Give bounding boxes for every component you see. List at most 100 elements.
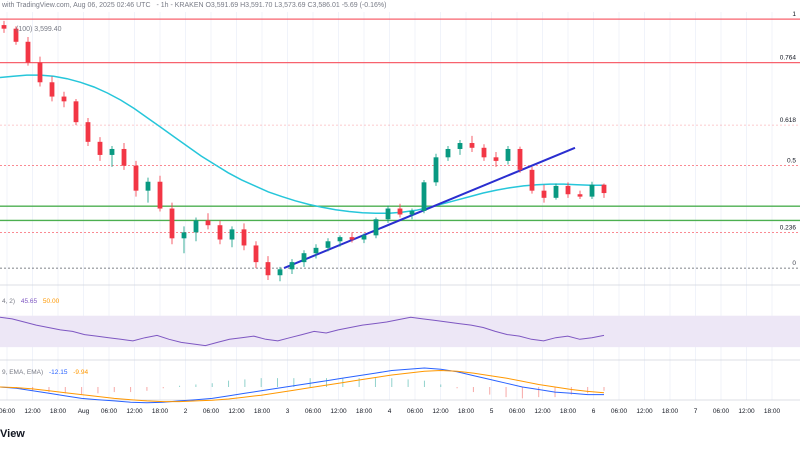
candle-body bbox=[109, 148, 115, 155]
candle-body bbox=[481, 147, 487, 158]
candle-body bbox=[373, 219, 379, 236]
candle-body bbox=[289, 262, 295, 270]
x-tick-label: 12:00 bbox=[738, 408, 755, 415]
candle bbox=[493, 151, 499, 167]
candle-body bbox=[25, 41, 31, 63]
candle bbox=[205, 213, 211, 230]
candle bbox=[469, 135, 475, 152]
candle bbox=[373, 217, 379, 239]
x-tick-label: 4 bbox=[388, 408, 392, 415]
candles bbox=[1, 20, 607, 282]
x-tick-label: 5 bbox=[490, 408, 494, 415]
chart-header: with TradingView.com, Aug 06, 2025 02:46… bbox=[2, 2, 390, 9]
fib-label: 0.764 bbox=[780, 55, 797, 62]
candle-body bbox=[589, 184, 595, 197]
candle-body bbox=[565, 185, 571, 195]
ma-label: (100) 3,599.40 bbox=[16, 26, 62, 33]
candle-body bbox=[49, 82, 55, 97]
x-tick-label: 2 bbox=[184, 408, 188, 415]
x-tick-label: 12:00 bbox=[330, 408, 347, 415]
candle bbox=[253, 241, 259, 269]
candle bbox=[409, 208, 415, 220]
candle-body bbox=[601, 184, 607, 194]
tradingview-logo: View bbox=[0, 428, 25, 440]
x-tick-label: 18:00 bbox=[50, 408, 67, 415]
candle bbox=[181, 226, 187, 254]
candle-body bbox=[469, 143, 475, 148]
fib-label: 0.5 bbox=[787, 158, 796, 165]
candle bbox=[553, 183, 559, 200]
x-tick-label: 06:00 bbox=[611, 408, 628, 415]
candle-body bbox=[409, 210, 415, 215]
candle bbox=[565, 182, 571, 198]
candle bbox=[541, 184, 547, 203]
candle-body bbox=[169, 208, 175, 239]
candle-body bbox=[313, 247, 319, 254]
candle bbox=[157, 175, 163, 212]
candle bbox=[601, 183, 607, 198]
candle-body bbox=[349, 237, 355, 240]
candle bbox=[241, 223, 247, 251]
fib-label: 0.618 bbox=[780, 117, 797, 124]
x-tick-label: 06:00 bbox=[305, 408, 322, 415]
candle-body bbox=[85, 122, 91, 142]
candle bbox=[145, 177, 151, 203]
candle-body bbox=[181, 232, 187, 239]
x-tick-label: 06:00 bbox=[0, 408, 16, 415]
ma-line bbox=[0, 74, 604, 215]
candle bbox=[457, 140, 463, 155]
candle bbox=[325, 238, 331, 252]
x-tick-label: 6 bbox=[592, 408, 596, 415]
trendline bbox=[283, 146, 576, 270]
candle-body bbox=[541, 190, 547, 198]
candle bbox=[97, 137, 103, 161]
x-tick-label: Aug bbox=[78, 408, 90, 415]
candle bbox=[229, 226, 235, 248]
candle bbox=[577, 190, 583, 200]
candle bbox=[289, 259, 295, 275]
ohlc-readout: - 1h - KRAKEN O3,591.69 H3,591.70 L3,573… bbox=[156, 2, 387, 9]
candle-body bbox=[397, 208, 403, 215]
candle bbox=[85, 118, 91, 146]
candle bbox=[277, 266, 283, 282]
candle-body bbox=[133, 165, 139, 191]
candle-body bbox=[37, 62, 43, 83]
candle-body bbox=[277, 269, 283, 276]
candle bbox=[445, 146, 451, 161]
candle bbox=[505, 146, 511, 165]
candle-body bbox=[241, 229, 247, 246]
x-tick-label: 12:00 bbox=[228, 408, 245, 415]
candle-body bbox=[145, 181, 151, 191]
candle bbox=[589, 181, 595, 200]
x-tick-label: 12:00 bbox=[126, 408, 143, 415]
chart-title: with TradingView.com, Aug 06, 2025 02:46… bbox=[2, 2, 151, 9]
x-tick-label: 18:00 bbox=[356, 408, 373, 415]
x-tick-label: 12:00 bbox=[636, 408, 653, 415]
candle-body bbox=[121, 148, 127, 166]
candle-body bbox=[13, 28, 19, 42]
candle bbox=[217, 220, 223, 245]
candle bbox=[517, 146, 523, 173]
x-tick-label: 18:00 bbox=[764, 408, 781, 415]
candle-body bbox=[325, 241, 331, 248]
candle-body bbox=[301, 253, 307, 263]
candle bbox=[49, 76, 55, 102]
x-tick-label: 06:00 bbox=[101, 408, 118, 415]
candle-body bbox=[205, 220, 211, 226]
candle bbox=[349, 232, 355, 243]
candle-body bbox=[493, 157, 499, 161]
candle bbox=[193, 217, 199, 242]
candle bbox=[397, 203, 403, 218]
x-tick-label: 06:00 bbox=[203, 408, 220, 415]
candle bbox=[313, 244, 319, 259]
candle-body bbox=[265, 262, 271, 276]
candle-body bbox=[457, 143, 463, 149]
candle bbox=[301, 250, 307, 267]
x-tick-label: 3 bbox=[286, 408, 290, 415]
candle-body bbox=[529, 169, 535, 191]
x-tick-label: 12:00 bbox=[432, 408, 449, 415]
candle-body bbox=[157, 181, 163, 209]
candle bbox=[421, 179, 427, 214]
fib-label: 0.236 bbox=[780, 224, 797, 231]
